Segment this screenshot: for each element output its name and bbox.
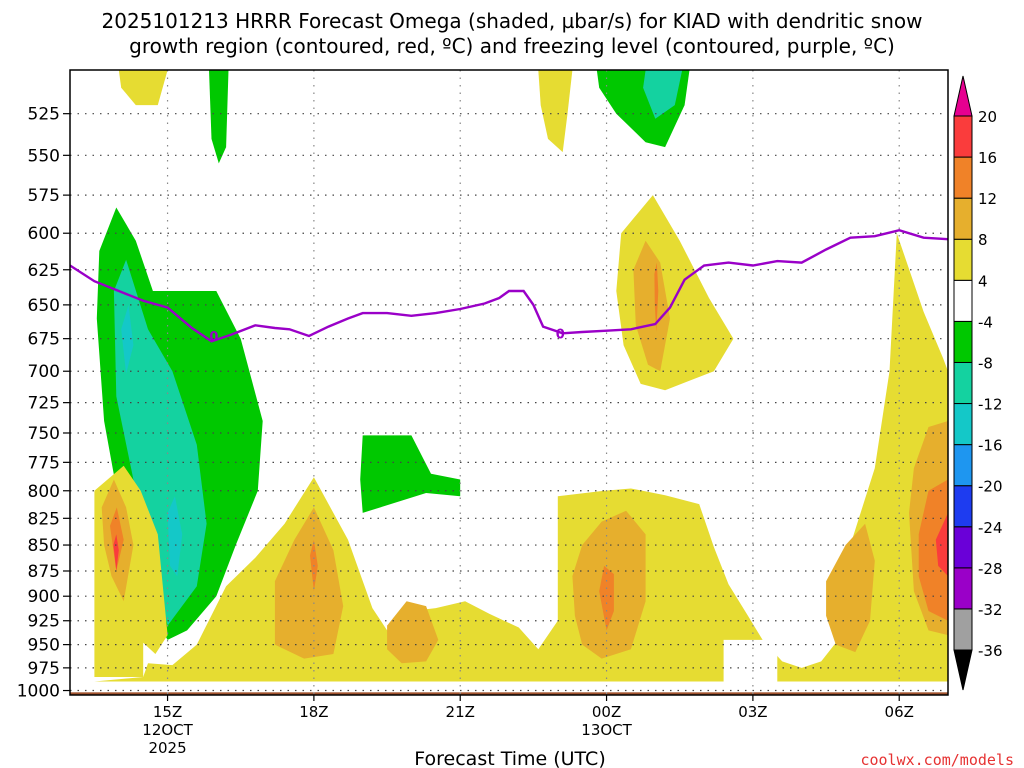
y-tick-label: 625 (28, 261, 60, 281)
y-tick-label: 575 (28, 186, 60, 206)
y-tick-label: 950 (28, 636, 60, 656)
colorbar-label: -16 (978, 437, 1003, 455)
y-tick-label: 525 (28, 105, 60, 125)
colorbar-swatch (953, 444, 973, 487)
plot-frame (69, 69, 949, 696)
omega-region-ascent-cyan-low (167, 496, 183, 577)
colorbar-label: -20 (978, 478, 1003, 496)
colorbar-bottom-arrow (953, 649, 973, 691)
omega-region-calm-hole-03z (723, 639, 778, 686)
x-tick-date-label: 13OCT (581, 721, 632, 739)
colorbar-swatch (953, 567, 973, 610)
chart-title-line1: 2025101213 HRRR Forecast Omega (shaded, … (102, 9, 923, 33)
omega-region-descent-red-00z (599, 565, 614, 631)
colorbar-label: 20 (978, 108, 997, 126)
colorbar-top-arrow (953, 75, 973, 117)
colorbar-label: -4 (978, 313, 993, 331)
colorbar-label: -8 (978, 354, 993, 372)
colorbar-swatch (953, 238, 973, 281)
chart-title-line2: growth region (contoured, red, ºC) and f… (129, 34, 895, 58)
y-tick-label: 825 (28, 509, 60, 529)
colorbar-swatch (953, 197, 973, 240)
omega-region-descent-yellow-top-a (118, 70, 168, 106)
omega-region-descent-red-right (918, 479, 948, 621)
omega-region-descent-orange-05z (826, 523, 875, 653)
omega-region-descent-redcore-right (935, 512, 948, 577)
x-tick-label: 03Z (738, 703, 767, 721)
y-tick-label: 725 (28, 394, 60, 414)
x-tick-year-label: 2025 (148, 739, 186, 757)
ground-surface (70, 692, 948, 695)
omega-region-descent-orange-20z (387, 601, 439, 664)
omega-region-descent-redcore-left (113, 534, 119, 571)
shaded-omega-field (70, 70, 948, 695)
y-tick-label: 675 (28, 330, 60, 350)
freezing-level-label: 0 (209, 330, 218, 345)
x-axis-label: Forecast Time (UTC) (414, 748, 605, 768)
colorbar-label: -28 (978, 560, 1003, 578)
y-tick-label: 1000 (17, 682, 60, 702)
omega-region-descent-yellow-top-b (538, 70, 573, 153)
y-tick-label: 975 (28, 659, 60, 679)
colorbar-swatch (953, 526, 973, 569)
freezing-level-label: 0 (556, 327, 565, 342)
colorbar-swatch (953, 279, 973, 322)
x-tick-label: 00Z (592, 703, 621, 721)
x-tick-date-label: 12OCT (142, 721, 193, 739)
y-tick-label: 875 (28, 562, 60, 582)
colorbar-swatch (953, 361, 973, 405)
omega-region-ascent-green-mid (360, 435, 461, 513)
colorbar-label: -32 (978, 601, 1003, 619)
freezing-level-line (70, 228, 948, 343)
y-tick-label: 775 (28, 453, 60, 473)
omega-region-descent-orange-01z (633, 240, 670, 372)
y-tick-label: 900 (28, 587, 60, 607)
colorbar-swatch (953, 115, 973, 158)
colorbar-swatch (953, 156, 973, 199)
y-tick-label: 600 (28, 224, 60, 244)
y-tick-label: 550 (28, 146, 60, 166)
colorbar-swatch (953, 403, 973, 446)
omega-region-ascent-cyan-small (121, 304, 134, 374)
omega-region-descent-red-01z (654, 262, 659, 332)
colorbar-label: 8 (978, 231, 988, 249)
omega-region-ascent-green-top-a (209, 70, 229, 164)
colorbar: -36 -32 -28 -24 -20 -16 -12 -8 -4 4 8 12 16 20 (953, 75, 1003, 691)
x-tick-label: 21Z (446, 703, 475, 721)
y-tick-label: 800 (28, 482, 60, 502)
credit-text[interactable]: coolwx.com/models (860, 751, 1014, 768)
x-tick-label: 06Z (885, 703, 914, 721)
y-tick-label: 650 (28, 296, 60, 316)
colorbar-label: 4 (978, 272, 988, 290)
omega-region-descent-yellow-mid (616, 195, 734, 391)
colorbar-swatch (953, 608, 973, 651)
y-axis-ticks: 525 550 575 600 625 650 675 700 725 750 775 800 825 8… (17, 105, 70, 702)
y-tick-label: 850 (28, 536, 60, 556)
omega-region-ascent-teal-top (643, 70, 683, 119)
x-tick-label: 18Z (299, 703, 328, 721)
colorbar-label: -24 (978, 519, 1003, 537)
y-tick-label: 925 (28, 612, 60, 632)
y-tick-label: 700 (28, 362, 60, 382)
colorbar-swatch (953, 485, 973, 528)
y-tick-label: 750 (28, 424, 60, 444)
colorbar-label: -36 (978, 642, 1003, 660)
omega-region-ascent-teal (113, 259, 207, 626)
colorbar-label: 16 (978, 149, 997, 167)
colorbar-swatch (953, 320, 973, 363)
colorbar-label: 12 (978, 190, 997, 208)
x-tick-label: 15Z (153, 703, 182, 721)
colorbar-label: -12 (978, 396, 1003, 414)
